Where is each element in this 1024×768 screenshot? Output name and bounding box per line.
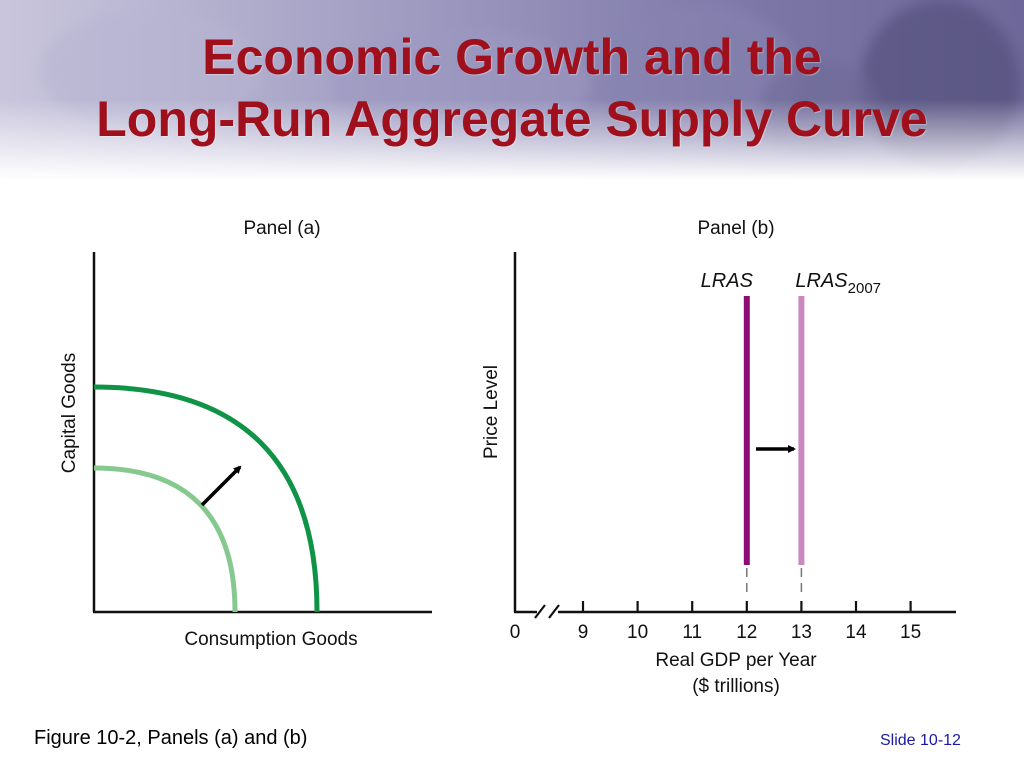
x-tick-label-13: 13 (791, 622, 812, 643)
title-line-1: Economic Growth and the (202, 29, 822, 85)
x-tick-labels: 0 9 10 11 12 13 14 15 (510, 622, 921, 643)
axis-break-mark-2 (548, 604, 560, 619)
title-line-2: Long-Run Aggregate Supply Curve (96, 91, 928, 147)
panel-a: Panel (a) Consumption Goods Capital Good… (59, 218, 432, 650)
panel-b-x-label-line1: Real GDP per Year (655, 650, 817, 671)
panel-a-title: Panel (a) (243, 218, 320, 239)
panel-a-x-label: Consumption Goods (184, 629, 357, 650)
x-tick-label-15: 15 (900, 622, 921, 643)
slide-number: Slide 10-12 (880, 732, 961, 749)
figure-caption: Figure 10-2, Panels (a) and (b) (34, 727, 308, 749)
panel-b-x-label-line2: ($ trillions) (692, 676, 780, 697)
x-tick-label-14: 14 (845, 622, 867, 643)
lras-label-text: LRAS (701, 270, 754, 292)
x-tick-label-0: 0 (510, 622, 521, 643)
ppc-shift-arrow (200, 465, 242, 507)
panel-b-title: Panel (b) (697, 218, 774, 239)
x-tick-label-12: 12 (736, 622, 757, 643)
x-tick-label-11: 11 (682, 622, 702, 643)
ppc-outer-curve (93, 384, 320, 613)
panel-b-y-label: Price Level (481, 365, 502, 459)
x-tick-label-10: 10 (627, 622, 648, 643)
panel-b: Panel (b) 0 9 10 11 12 13 14 15 LRAS LRAS2007 R… (481, 218, 956, 697)
lras-2007-label-subscript: 2007 (848, 280, 881, 297)
x-tick-label-9: 9 (578, 622, 589, 643)
lras-2007-label-text: LRAS (795, 270, 848, 292)
panel-a-y-label: Capital Goods (59, 353, 80, 473)
slide-title: Economic Growth and the Long-Run Aggrega… (0, 26, 1024, 150)
lras-2007-label: LRAS2007 (795, 270, 881, 297)
ppc-inner-curve (93, 465, 238, 613)
header-background (0, 0, 1024, 180)
lras-label: LRAS (701, 270, 754, 292)
x-tick-marks (581, 601, 912, 612)
axis-break-mark-1 (534, 604, 546, 619)
